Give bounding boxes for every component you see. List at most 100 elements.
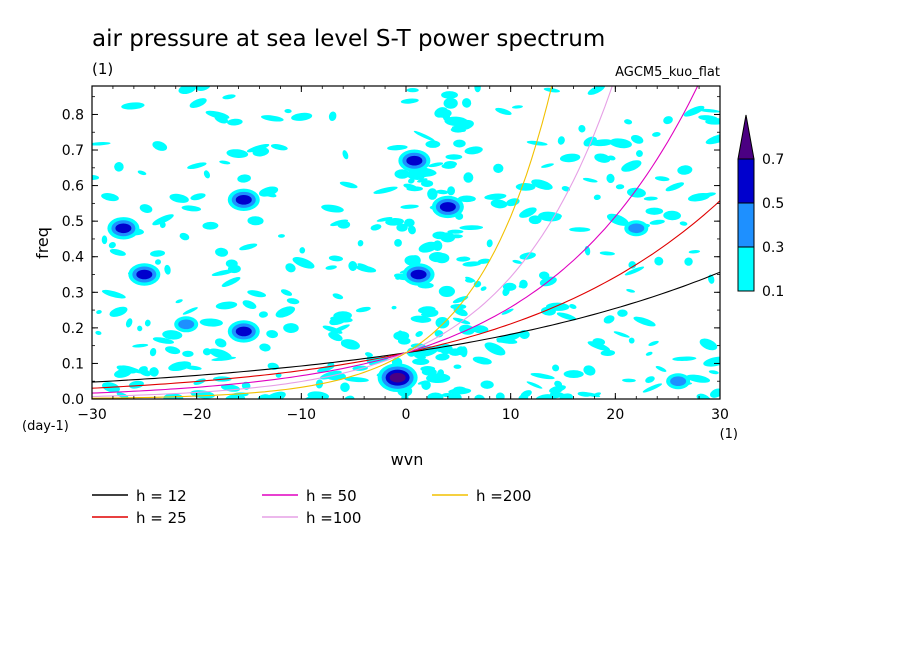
y-tick-label: 0.8 bbox=[62, 107, 84, 123]
contour-blob bbox=[624, 266, 645, 276]
contour-blob bbox=[557, 136, 565, 145]
contour-blob bbox=[152, 214, 174, 226]
contour-blob bbox=[683, 105, 705, 117]
contour-blob bbox=[705, 118, 720, 125]
contour-blob bbox=[426, 373, 451, 384]
contour-blob bbox=[261, 115, 284, 122]
contour-blob bbox=[606, 213, 629, 226]
axis-ticks: −30 −20 −10 0 10 20 30 0.0 0.1 0.2 0.3 0.4 0.5 0.6 0.7… bbox=[62, 86, 729, 423]
y-tick-label: 0.6 bbox=[62, 179, 84, 195]
contour-blob bbox=[189, 98, 207, 109]
contour-blob bbox=[277, 234, 285, 238]
contour-blob bbox=[435, 316, 450, 329]
contour-blob bbox=[583, 136, 597, 147]
contour-blob bbox=[237, 174, 251, 183]
contour-blob bbox=[453, 139, 466, 148]
contour-blob bbox=[92, 142, 111, 146]
contour-blob bbox=[247, 290, 267, 298]
contour-blob bbox=[495, 392, 505, 399]
contour-blob bbox=[486, 239, 493, 248]
contour-blob bbox=[652, 132, 661, 137]
contour-blob bbox=[436, 189, 449, 195]
contour-blob bbox=[404, 218, 415, 227]
contour-blob bbox=[528, 215, 542, 225]
contour-blob bbox=[348, 261, 358, 271]
contour-blob bbox=[617, 309, 628, 317]
contour-blob bbox=[394, 238, 402, 247]
contour-blob bbox=[561, 186, 571, 192]
contour-blob bbox=[705, 133, 720, 145]
contour-blob bbox=[438, 285, 455, 297]
contour-blob bbox=[465, 276, 476, 282]
contour-blob bbox=[526, 140, 548, 146]
contour-blob bbox=[622, 378, 636, 383]
contour-blob bbox=[121, 365, 143, 374]
x-tick-label: −20 bbox=[182, 407, 212, 423]
contour-blob bbox=[609, 138, 632, 149]
contour-blob bbox=[554, 380, 563, 388]
contour-blob bbox=[332, 293, 344, 300]
contour-blob bbox=[337, 220, 351, 229]
contour-blob bbox=[606, 173, 615, 184]
contour-blob bbox=[286, 298, 300, 305]
contour-blob bbox=[672, 356, 697, 361]
contour-blob bbox=[285, 263, 296, 273]
contour-blob bbox=[215, 247, 229, 257]
contour-blob bbox=[138, 366, 148, 374]
contour-blob bbox=[448, 234, 463, 239]
contour-blob bbox=[645, 376, 655, 383]
contour-blob bbox=[428, 162, 444, 168]
x-tick-label: 10 bbox=[502, 407, 520, 423]
y-axis-unit: (day-1) bbox=[22, 419, 69, 434]
contour-blob bbox=[139, 204, 153, 213]
x-tick-label: −10 bbox=[287, 407, 317, 423]
y-tick-label: 0.1 bbox=[62, 356, 84, 372]
contour-blob bbox=[408, 178, 415, 184]
contour-blob bbox=[203, 170, 210, 179]
contour-blob bbox=[396, 223, 408, 232]
contour-blob bbox=[137, 170, 147, 176]
contour-blob bbox=[365, 352, 373, 358]
x-tick-label: 20 bbox=[606, 407, 624, 423]
contour-blob bbox=[340, 382, 350, 393]
contour-blob bbox=[628, 337, 635, 344]
contour-blob bbox=[215, 301, 238, 310]
contour-blob bbox=[355, 306, 371, 313]
contour-blob bbox=[280, 289, 293, 296]
contour-blob bbox=[684, 257, 693, 266]
contour-blob bbox=[202, 221, 219, 230]
contour-blob bbox=[432, 240, 443, 252]
contour-blob bbox=[434, 252, 450, 264]
y-tick-label: 0.3 bbox=[62, 285, 84, 301]
contour-blob bbox=[307, 391, 330, 399]
contour-blob bbox=[541, 163, 554, 168]
contour-feature bbox=[389, 372, 406, 383]
contour-blob bbox=[688, 250, 701, 254]
contour-blob bbox=[284, 108, 292, 114]
contour-blob bbox=[511, 105, 523, 109]
contour-blob bbox=[410, 315, 432, 323]
contour-blob bbox=[221, 276, 241, 287]
legend-label: h = 25 bbox=[136, 509, 187, 527]
contour-blob bbox=[435, 108, 452, 118]
contour-blob bbox=[242, 300, 257, 310]
contour-feature bbox=[410, 269, 427, 280]
contour-blob bbox=[128, 380, 144, 389]
colorbar-arrow bbox=[737, 114, 755, 160]
contour-feature bbox=[136, 269, 153, 280]
contour-blob bbox=[196, 86, 211, 91]
contour-blob bbox=[275, 306, 296, 318]
contour-blob bbox=[415, 331, 423, 337]
contour-blob bbox=[181, 205, 202, 212]
contour-blob bbox=[636, 150, 643, 157]
colorbar-segment bbox=[737, 202, 755, 248]
contour-blob bbox=[648, 340, 659, 346]
contour-blob bbox=[459, 225, 484, 231]
contour-blob bbox=[613, 331, 630, 338]
contour-blob bbox=[472, 325, 489, 334]
contour-blob bbox=[109, 306, 128, 317]
contour-blob bbox=[328, 255, 344, 262]
contour-feature bbox=[178, 319, 195, 330]
contour-blob bbox=[456, 256, 471, 262]
